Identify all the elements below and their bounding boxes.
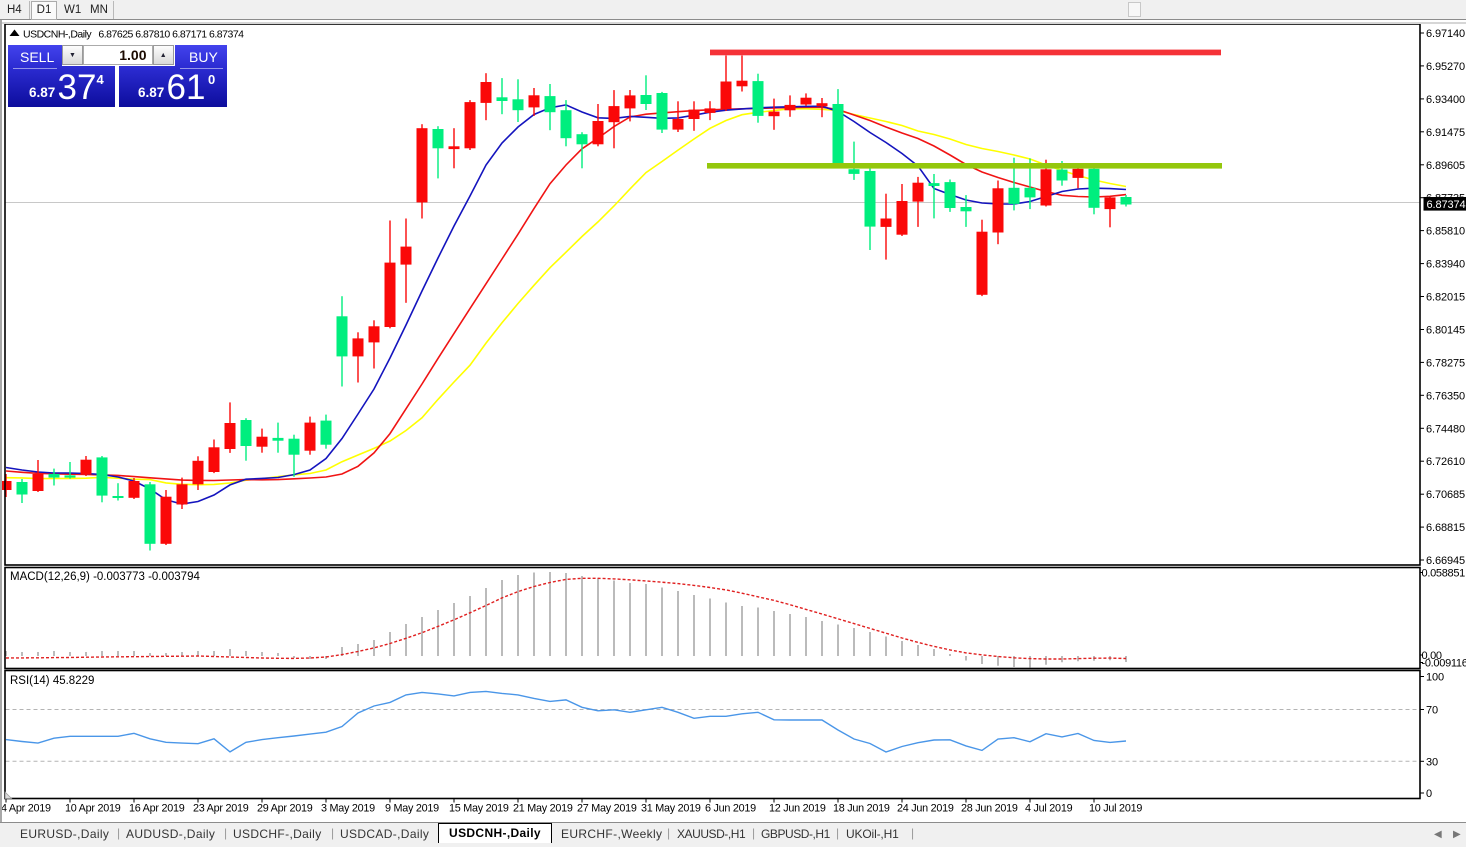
svg-text:27 May 2019: 27 May 2019: [577, 803, 637, 815]
svg-text:23 Apr 2019: 23 Apr 2019: [193, 803, 249, 815]
svg-text:16 Apr 2019: 16 Apr 2019: [129, 803, 185, 815]
svg-text:21 May 2019: 21 May 2019: [513, 803, 573, 815]
svg-text:28 Jun 2019: 28 Jun 2019: [961, 803, 1018, 815]
svg-text:6.85810: 6.85810: [1426, 226, 1465, 238]
svg-text:6.74480: 6.74480: [1426, 423, 1465, 435]
svg-text:6.95270: 6.95270: [1426, 61, 1465, 73]
svg-text:12 Jun 2019: 12 Jun 2019: [769, 803, 826, 815]
svg-text:29 Apr 2019: 29 Apr 2019: [257, 803, 313, 815]
svg-text:6.72610: 6.72610: [1426, 456, 1465, 468]
svg-text:10 Jul 2019: 10 Jul 2019: [1089, 803, 1142, 815]
svg-text:6.93400: 6.93400: [1426, 94, 1465, 106]
svg-text:6.82015: 6.82015: [1426, 292, 1465, 304]
svg-text:18 Jun 2019: 18 Jun 2019: [833, 803, 890, 815]
svg-text:70: 70: [1426, 705, 1438, 717]
svg-text:10 Apr 2019: 10 Apr 2019: [65, 803, 121, 815]
svg-text:9 May 2019: 9 May 2019: [385, 803, 439, 815]
svg-text:6 Jun 2019: 6 Jun 2019: [705, 803, 756, 815]
svg-text:3 May 2019: 3 May 2019: [321, 803, 375, 815]
svg-text:4 Jul 2019: 4 Jul 2019: [1025, 803, 1073, 815]
svg-text:6.80145: 6.80145: [1426, 325, 1465, 337]
svg-text:6.83940: 6.83940: [1426, 259, 1465, 271]
svg-text:0.00: 0.00: [1422, 650, 1442, 662]
svg-text:31 May 2019: 31 May 2019: [641, 803, 701, 815]
svg-text:-0.009116: -0.009116: [1422, 658, 1466, 670]
svg-text:6.87374: 6.87374: [1427, 199, 1466, 211]
svg-text:0: 0: [1426, 788, 1432, 800]
svg-text:6.76350: 6.76350: [1426, 390, 1465, 402]
svg-text:30: 30: [1426, 756, 1438, 768]
svg-text:6.78275: 6.78275: [1426, 357, 1465, 369]
svg-text:RSI(14) 45.8229: RSI(14) 45.8229: [10, 675, 94, 687]
svg-text:6.91475: 6.91475: [1426, 127, 1465, 139]
svg-text:6.89605: 6.89605: [1426, 160, 1465, 172]
svg-text:6.68815: 6.68815: [1426, 522, 1465, 534]
svg-text:6.66945: 6.66945: [1426, 555, 1465, 567]
svg-text:6.70685: 6.70685: [1426, 489, 1465, 501]
svg-text:24 Jun 2019: 24 Jun 2019: [897, 803, 954, 815]
svg-text:4 Apr 2019: 4 Apr 2019: [1, 803, 51, 815]
svg-text:MACD(12,26,9) -0.003773 -0.003: MACD(12,26,9) -0.003773 -0.003794: [10, 571, 200, 583]
svg-text:USDCNH-,Daily 6.87625 6.8781: USDCNH-,Daily 6.87625 6.87810 6.87171 6.…: [23, 29, 244, 41]
svg-text:6.97140: 6.97140: [1426, 28, 1465, 40]
svg-text:0.058851: 0.058851: [1422, 568, 1466, 580]
svg-text:15 May 2019: 15 May 2019: [449, 803, 509, 815]
svg-text:100: 100: [1426, 672, 1444, 684]
